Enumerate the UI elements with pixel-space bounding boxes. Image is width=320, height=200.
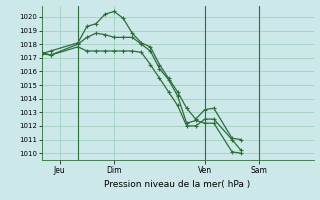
X-axis label: Pression niveau de la mer( hPa ): Pression niveau de la mer( hPa ) <box>104 180 251 189</box>
